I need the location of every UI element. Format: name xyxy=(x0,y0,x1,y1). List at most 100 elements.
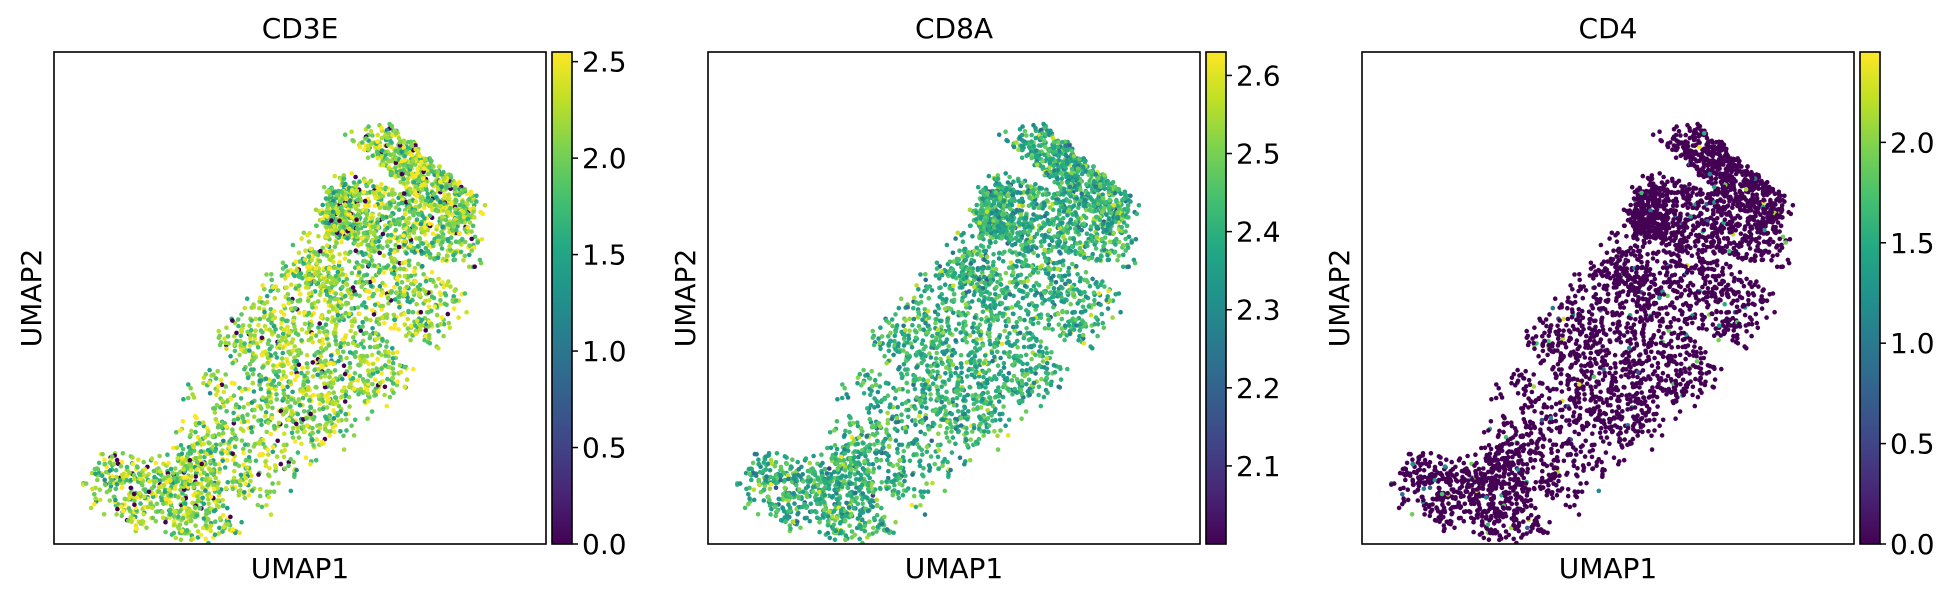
scatter-point xyxy=(234,402,239,407)
scatter-point xyxy=(389,258,395,264)
scatter-point xyxy=(148,501,153,507)
scatter-point xyxy=(918,293,924,299)
scatter-point xyxy=(301,388,306,394)
scatter-point xyxy=(1066,265,1072,271)
scatter-point xyxy=(244,457,249,463)
scatter-point xyxy=(198,532,204,538)
scatter-point xyxy=(363,217,368,222)
scatter-point xyxy=(380,162,386,167)
scatter-point xyxy=(413,279,419,284)
scatter-point xyxy=(312,367,317,373)
scatter-point xyxy=(330,231,336,236)
scatter-point xyxy=(468,191,474,197)
scatter-point xyxy=(327,299,332,305)
scatter-point xyxy=(279,273,285,278)
scatter-point xyxy=(405,139,411,145)
scatter-point xyxy=(207,441,212,446)
scatter-point xyxy=(313,333,319,338)
scatter-point xyxy=(260,283,265,288)
scatter-point xyxy=(347,311,352,317)
scatter-point xyxy=(420,323,425,328)
scatter-point xyxy=(967,457,973,463)
scatter-point xyxy=(252,355,258,361)
scatter-point xyxy=(216,504,221,510)
scatter-point xyxy=(189,514,194,519)
scatter-point xyxy=(134,464,140,469)
scatter-point xyxy=(102,457,107,463)
scatter-point xyxy=(364,387,370,393)
scatter-point xyxy=(157,478,163,484)
scatter-point xyxy=(293,306,298,311)
scatter-point xyxy=(343,181,348,187)
scatter-point xyxy=(323,220,329,225)
scatter-point xyxy=(223,340,228,346)
scatter-point xyxy=(429,168,434,174)
scatter-point xyxy=(334,342,339,347)
scatter-point xyxy=(335,312,341,318)
scatter-point xyxy=(340,284,345,290)
scatter-point xyxy=(1110,315,1115,320)
scatter-point xyxy=(470,223,476,229)
scatter-point xyxy=(251,389,257,394)
scatter-point xyxy=(264,489,270,494)
scatter-point xyxy=(274,392,279,397)
scatter-point xyxy=(341,447,347,452)
scatter-point xyxy=(370,381,375,387)
scatter-point xyxy=(327,248,333,254)
scatter-point xyxy=(832,443,838,448)
scatter-point xyxy=(343,310,349,316)
scatter-point xyxy=(119,472,125,478)
scatter-point xyxy=(340,208,345,213)
scatter-point xyxy=(466,264,472,270)
scatter-point xyxy=(441,333,446,339)
scatter-point xyxy=(430,231,436,236)
scatter-point xyxy=(917,413,922,419)
scatter-point xyxy=(202,435,208,440)
scatter-point xyxy=(207,467,212,472)
scatter-point xyxy=(172,476,177,481)
scatter-point xyxy=(1036,384,1042,390)
scatter-point xyxy=(344,355,349,361)
scatter-point xyxy=(296,362,302,368)
scatter-point xyxy=(364,353,370,359)
scatter-point xyxy=(434,312,440,318)
scatter-point xyxy=(356,280,362,285)
scatter-point xyxy=(365,391,371,397)
scatter-point xyxy=(756,461,761,467)
scatter-point xyxy=(440,234,446,240)
scatter-point xyxy=(206,501,211,507)
panel-cd8a: CD8A UMAP1 UMAP2 2.12.22.32.42.52.6 xyxy=(669,12,1281,585)
scatter-point xyxy=(260,353,265,358)
scatter-point xyxy=(315,299,321,304)
scatter-point xyxy=(334,280,340,285)
scatter-point xyxy=(166,487,172,492)
scatter-point xyxy=(198,449,204,454)
scatter-point xyxy=(203,371,209,377)
scatter-point xyxy=(907,316,912,322)
scatter-point xyxy=(472,234,478,240)
scatter-point xyxy=(413,199,419,205)
scatter-point xyxy=(305,365,310,370)
scatter-point xyxy=(344,428,349,433)
scatter-point xyxy=(302,428,308,434)
scatter-point xyxy=(912,418,918,423)
scatter-point xyxy=(119,485,125,491)
scatter-point xyxy=(248,333,254,338)
scatter-point xyxy=(390,360,396,366)
scatter-point xyxy=(267,346,273,352)
scatter-point xyxy=(1047,242,1052,248)
scatter-point xyxy=(335,350,341,356)
scatter-point xyxy=(1000,259,1006,264)
scatter-point xyxy=(1012,328,1017,333)
scatter-point xyxy=(200,485,205,490)
scatter-point xyxy=(271,308,277,314)
scatter-point xyxy=(238,426,244,432)
scatter-point xyxy=(223,372,228,377)
scatter-point xyxy=(103,469,109,475)
scatter-point xyxy=(223,485,229,491)
scatter-point xyxy=(807,460,813,466)
scatter-point xyxy=(221,403,227,409)
scatter-point xyxy=(379,125,384,131)
scatter-point xyxy=(933,320,938,326)
scatter-point xyxy=(893,519,898,525)
